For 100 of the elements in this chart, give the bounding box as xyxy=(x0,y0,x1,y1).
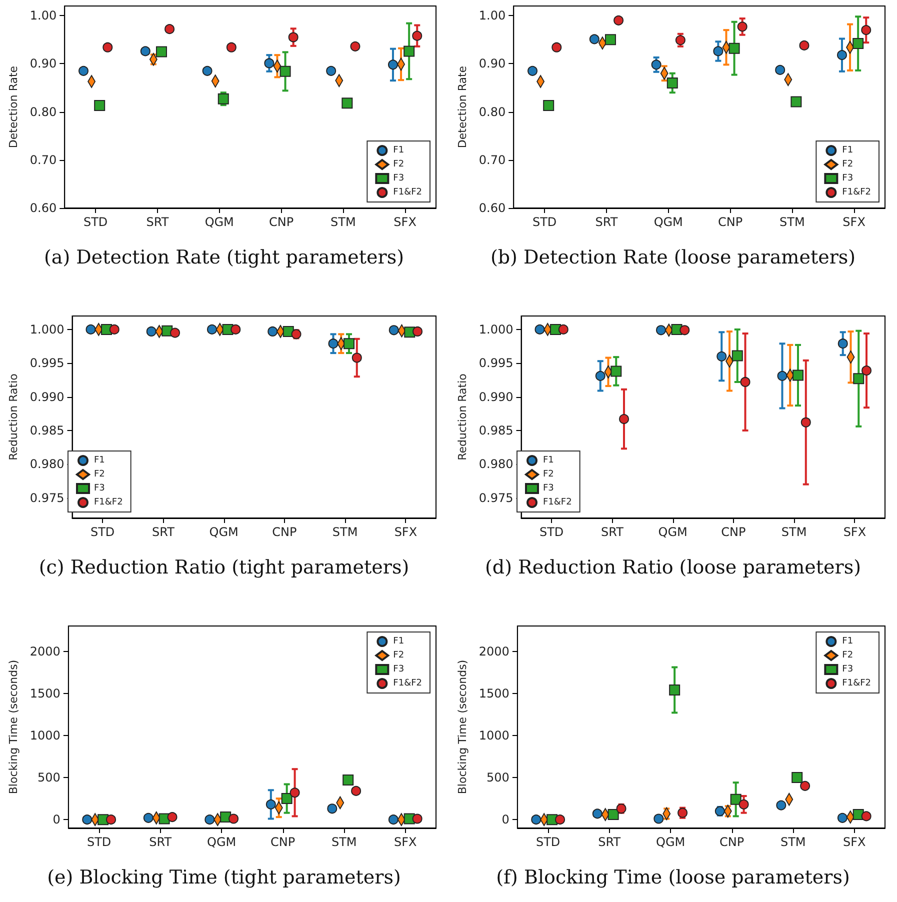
y-tick-label: 0.985 xyxy=(478,423,514,438)
y-tick-label: 1.000 xyxy=(30,322,64,336)
x-tick-label: STM xyxy=(330,215,356,229)
x-tick-label: SRT xyxy=(149,835,172,849)
x-tick-label: STD xyxy=(83,215,108,229)
text: (b) Detection Rate (loose parameters) xyxy=(490,246,856,268)
x-tick-label: STM xyxy=(780,835,806,849)
x-tick-label: SRT xyxy=(146,215,170,229)
x-tick-label: STD xyxy=(86,835,112,849)
text: (d) Reduction Ratio (loose parameters) xyxy=(485,556,861,578)
legend-label: F3 xyxy=(393,664,404,674)
legend-label: F1 xyxy=(842,146,854,156)
x-tick-label: CNP xyxy=(268,215,294,229)
x-tick-label: CNP xyxy=(272,525,297,539)
x-tick-label: STD xyxy=(90,525,115,539)
y-tick-label: 0.80 xyxy=(30,104,57,119)
legend-label: F2 xyxy=(842,650,854,660)
y-tick-label: 1500 xyxy=(30,686,60,700)
x-tick-label: SRT xyxy=(598,835,622,849)
y-tick-label: 0.980 xyxy=(30,457,64,472)
legend-label: F3 xyxy=(543,484,554,494)
x-tick-label: STM xyxy=(781,525,807,539)
x-tick-label: SFX xyxy=(394,215,416,229)
legend-label: F1 xyxy=(94,456,105,466)
x-tick-label: CNP xyxy=(718,215,743,229)
legend-label: F1 xyxy=(842,636,854,646)
text: (a) Detection Rate (tight parameters) xyxy=(44,246,404,268)
y-tick-label: 0.995 xyxy=(30,356,64,370)
y-tick-label: 0.975 xyxy=(478,490,514,505)
y-tick-label: 0.60 xyxy=(30,201,57,215)
y-tick-label: 0.995 xyxy=(478,356,514,370)
x-tick-label: STM xyxy=(331,835,357,849)
legend-label: F3 xyxy=(393,174,404,184)
y-tick-label: 500 xyxy=(486,770,510,784)
x-tick-label: SRT xyxy=(600,525,624,539)
x-tick-label: SFX xyxy=(394,525,418,539)
y-axis-title: Reduction Ratio xyxy=(456,373,469,460)
legend-label: F3 xyxy=(94,484,105,494)
y-tick-label: 1.000 xyxy=(478,322,514,336)
x-tick-label: QGM xyxy=(207,835,236,849)
x-tick-label: STD xyxy=(536,835,560,849)
y-axis-title: Detection Rate xyxy=(456,66,469,148)
x-tick-label: SRT xyxy=(595,215,618,229)
legend-label: F1 xyxy=(543,456,554,466)
x-tick-label: SFX xyxy=(842,215,866,229)
y-tick-label: 0.70 xyxy=(478,152,506,167)
legend-label: F1 xyxy=(393,146,404,156)
x-tick-label: CNP xyxy=(721,525,746,539)
x-tick-label: SFX xyxy=(843,525,866,539)
legend-label: F1&F2 xyxy=(393,188,422,198)
y-tick-label: 0.80 xyxy=(478,104,506,119)
legend-label: F2 xyxy=(393,160,404,170)
y-tick-label: 0.980 xyxy=(478,457,514,472)
x-tick-label: QGM xyxy=(209,525,238,539)
text: (f) Blocking Time (loose parameters) xyxy=(496,866,850,888)
y-axis-title: Blocking Time (seconds) xyxy=(7,660,20,794)
legend-label: F2 xyxy=(842,160,854,170)
legend-label: F2 xyxy=(94,470,105,480)
y-tick-label: 0 xyxy=(52,812,60,827)
x-tick-label: SFX xyxy=(842,835,866,849)
legend-label: F1&F2 xyxy=(842,678,872,688)
y-tick-label: 500 xyxy=(38,770,60,784)
legend-label: F2 xyxy=(543,470,554,480)
text: (c) Reduction Ratio (tight parameters) xyxy=(38,556,410,578)
y-tick-label: 0.985 xyxy=(30,423,64,438)
x-tick-label: STM xyxy=(332,525,358,539)
y-axis-title: Blocking Time (seconds) xyxy=(456,660,469,794)
x-tick-label: QGM xyxy=(654,215,683,229)
legend-label: F3 xyxy=(842,174,854,184)
x-tick-label: QGM xyxy=(658,525,688,539)
legend-label: F1&F2 xyxy=(543,498,572,508)
y-tick-label: 0.90 xyxy=(478,56,506,71)
legend-label: F1&F2 xyxy=(393,678,422,688)
x-tick-label: CNP xyxy=(270,835,296,849)
legend-label: F1&F2 xyxy=(94,498,123,508)
y-tick-label: 0.975 xyxy=(30,490,64,505)
y-tick-label: 0.60 xyxy=(478,201,506,215)
x-tick-label: SFX xyxy=(394,835,417,849)
y-tick-label: 0 xyxy=(502,812,510,827)
x-tick-label: QGM xyxy=(204,215,234,229)
y-tick-label: 0.70 xyxy=(30,152,57,167)
x-tick-label: CNP xyxy=(720,835,744,849)
legend-label: F1&F2 xyxy=(842,188,872,198)
x-tick-label: QGM xyxy=(656,835,686,849)
y-tick-label: 1.00 xyxy=(478,8,506,23)
y-tick-label: 1.00 xyxy=(30,8,57,23)
y-tick-label: 0.990 xyxy=(30,390,64,404)
legend-label: F1 xyxy=(393,636,404,646)
y-tick-label: 1000 xyxy=(478,728,510,742)
y-tick-label: 2000 xyxy=(30,644,60,658)
legend-label: F2 xyxy=(393,650,404,660)
y-tick-label: 1000 xyxy=(30,728,60,742)
x-tick-label: SRT xyxy=(152,525,176,539)
legend-label: F3 xyxy=(842,664,854,674)
y-tick-label: 1500 xyxy=(478,686,510,700)
y-tick-label: 2000 xyxy=(478,644,510,658)
y-tick-label: 0.90 xyxy=(30,56,57,71)
text: (e) Blocking Time (tight parameters) xyxy=(47,866,401,888)
y-tick-label: 0.990 xyxy=(478,390,514,404)
x-tick-label: STM xyxy=(780,215,805,229)
